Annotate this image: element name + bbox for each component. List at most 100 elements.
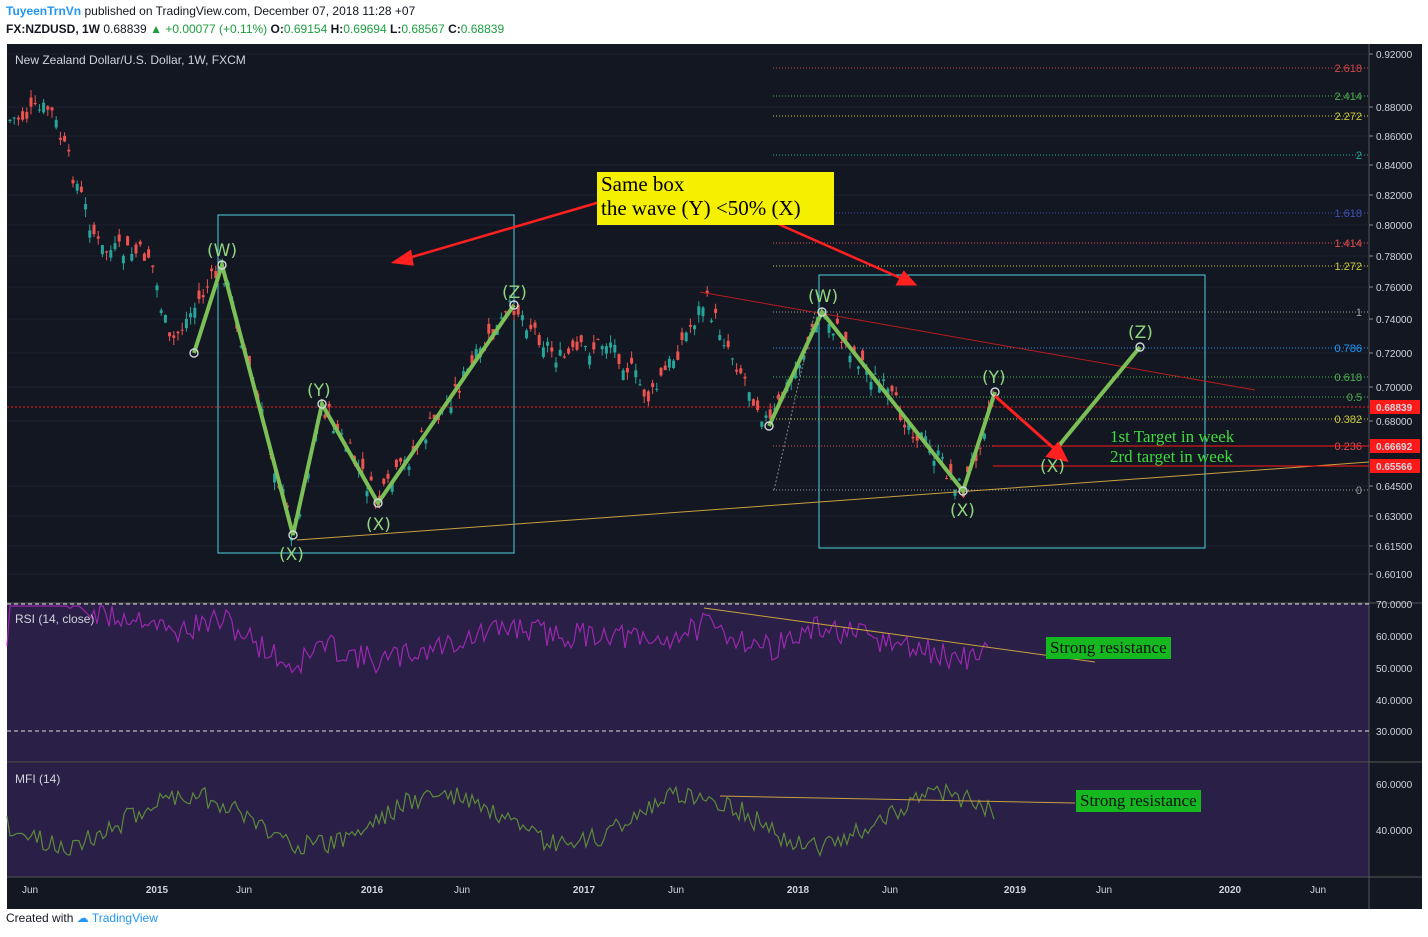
rsi-tick-label: 30.0000 (1376, 727, 1413, 738)
pivot-marker[interactable] (958, 486, 968, 496)
resistance-trendline[interactable] (699, 291, 1256, 391)
price-tick-label: 0.60100 (1376, 570, 1413, 581)
rsi-tick-label: 60.0000 (1376, 632, 1413, 643)
annotation-note-box[interactable]: Same box the wave (Y) <50% (X) (597, 172, 834, 225)
candle-body (386, 473, 390, 479)
candle-body (642, 389, 646, 397)
symbol-label[interactable]: FX:NZDUSD, 1W (6, 22, 100, 36)
low-value: 0.68567 (401, 22, 445, 36)
fib-level-label: 2.272 (1334, 111, 1362, 123)
support-trendline[interactable] (296, 461, 1370, 541)
wave-pivots[interactable] (189, 260, 1145, 540)
rsi-trendline[interactable] (703, 607, 1096, 663)
publish-text: published on TradingView.com, December 0… (84, 4, 416, 18)
wave-box-left[interactable] (217, 214, 515, 554)
fib-level-label: 1.272 (1334, 261, 1362, 273)
rsi-pane[interactable]: RSI (14, close) (6, 603, 1369, 732)
candle-body (84, 204, 88, 210)
fib-level-label: 1 (1356, 307, 1362, 319)
mfi-pane[interactable]: MFI (14) (6, 772, 1076, 858)
pivot-marker[interactable] (817, 307, 827, 317)
time-tick-label: 2015 (146, 885, 169, 896)
candle-body (247, 356, 251, 366)
candle-body (978, 447, 982, 449)
wave-path-left[interactable] (192, 257, 516, 536)
candle-body (193, 307, 197, 318)
author-link[interactable]: TuyeenTrnVn (6, 4, 82, 18)
price-tick-label: 0.70000 (1376, 383, 1413, 394)
time-axis[interactable]: Jun 2015 Jun 2016 Jun 2017 Jun 2018 Jun 2019 Jun 20… (22, 885, 1326, 896)
pivot-marker[interactable] (288, 530, 298, 540)
arrow-down-projection[interactable] (994, 394, 1059, 454)
rsi-resistance-label[interactable]: Strong resistance (1046, 637, 1171, 659)
time-tick-label: Jun (1096, 885, 1112, 896)
candle-body (121, 255, 125, 264)
candle-body (239, 345, 243, 348)
pivot-marker[interactable] (764, 421, 774, 431)
candle-body (424, 439, 428, 444)
pivot-marker[interactable] (373, 498, 383, 508)
close-label: C: (448, 22, 461, 36)
candle-body (764, 415, 768, 418)
high-label: H: (330, 22, 344, 36)
pivot-marker[interactable] (217, 260, 227, 270)
wave-path-right[interactable] (767, 308, 997, 496)
candle-body (541, 347, 545, 358)
wave-boxes[interactable] (217, 214, 1206, 554)
candle-body (516, 304, 520, 315)
wave-label-y: (Y) (307, 381, 331, 401)
candle-body (525, 330, 529, 339)
mfi-pane-bg (7, 763, 1369, 877)
grid-lines (7, 53, 1369, 575)
fib-level-label: 0.5 (1347, 392, 1362, 404)
candle-body (567, 348, 571, 354)
wave-label-x: (X) (1040, 457, 1065, 477)
candle-body (487, 323, 491, 334)
candle-body (529, 324, 533, 329)
price-badges: 0.68839 0.66692 0.65566 (1370, 400, 1420, 473)
mfi-trendline[interactable] (719, 795, 1076, 804)
candle-body (470, 355, 474, 364)
wave-label-w: (W) (207, 241, 237, 261)
pivot-marker[interactable] (509, 300, 519, 310)
candle-body (714, 308, 718, 313)
candle-body (571, 340, 575, 348)
tradingview-brand[interactable]: TradingView (91, 911, 158, 925)
price-tick-label: 0.78000 (1376, 252, 1413, 263)
wave-label-x: (X) (950, 501, 975, 521)
wave-projection-z[interactable] (1055, 345, 1142, 450)
pivot-marker[interactable] (1135, 342, 1145, 352)
candle-body (592, 342, 596, 350)
candle-body (562, 356, 566, 358)
arrow-to-left-box[interactable] (404, 200, 601, 261)
candle-body (163, 314, 167, 323)
note-line-2: the wave (Y) <50% (X) (601, 196, 801, 220)
mfi-resistance-label[interactable]: Strong resistance (1076, 790, 1201, 812)
price-tick-label: 0.80000 (1376, 221, 1413, 232)
pivot-marker[interactable] (317, 399, 327, 409)
candle-body (722, 345, 726, 347)
candle-body (953, 489, 957, 496)
fib-extension[interactable]: 2.618 2.414 2.272 2 1.618 1.414 1.272 1 0.786 0.6… (773, 63, 1369, 497)
candle-body (327, 403, 331, 407)
pivot-marker[interactable] (189, 348, 199, 358)
candle-body (58, 137, 62, 140)
candle-body (835, 318, 839, 324)
fib-level-label: 1.618 (1334, 208, 1362, 220)
candle-body (772, 408, 776, 410)
candle-body (894, 392, 898, 396)
candle-body (667, 358, 671, 368)
tradingview-logo-icon[interactable]: ☁ (76, 911, 89, 925)
wave-label-y: (Y) (982, 368, 1006, 388)
candle-body (96, 236, 100, 239)
note-line-1: Same box (601, 172, 685, 196)
wave-box-right[interactable] (818, 274, 1206, 549)
candle-body (852, 346, 856, 352)
candle-body (197, 290, 201, 300)
price-axis[interactable]: 0.92000 0.88000 0.86000 0.84000 0.82000 0.800… (1369, 50, 1413, 581)
fib-level-label: 2 (1356, 150, 1362, 162)
candle-body (747, 392, 751, 401)
candle-body (134, 244, 138, 254)
created-with-text: Created with (6, 911, 74, 925)
